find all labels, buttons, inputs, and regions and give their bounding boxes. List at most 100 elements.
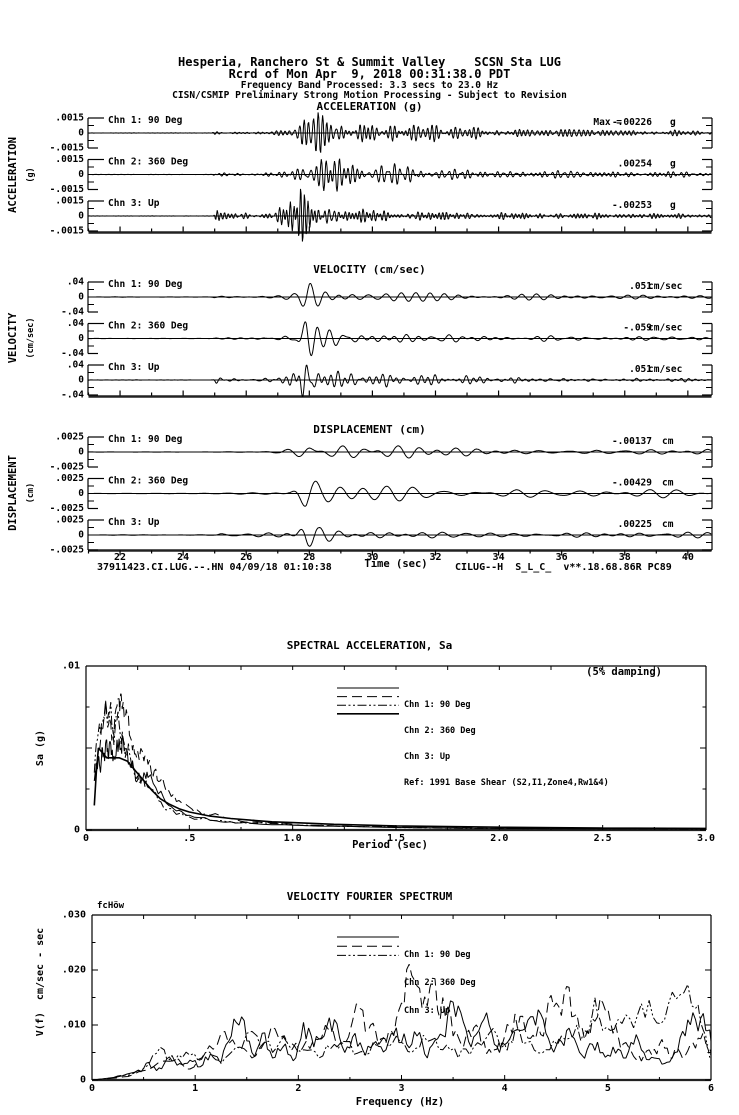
svg-text:-.00253: -.00253 <box>612 200 652 211</box>
svg-text:0: 0 <box>78 530 84 541</box>
svg-text:cm: cm <box>662 478 674 489</box>
svg-text:0: 0 <box>89 1083 95 1094</box>
svg-text:28: 28 <box>303 552 315 563</box>
svg-text:.04: .04 <box>67 277 84 288</box>
svg-text:.030: .030 <box>62 910 86 921</box>
sa-chart-title: SPECTRAL ACCELERATION, Sa <box>286 639 453 652</box>
svg-text:2: 2 <box>295 1083 301 1094</box>
svg-text:0: 0 <box>83 833 89 844</box>
sa-legend-ref: Ref: 1991 Base Shear (S2,I1,Zone4,Rw1&4) <box>404 777 609 788</box>
svg-text:g: g <box>670 200 676 211</box>
time-axis-label: Time (sec) <box>364 558 428 570</box>
svg-text:-.00137: -.00137 <box>612 436 652 447</box>
fourier-legend-chn2: Chn 2: 360 Deg <box>404 978 476 989</box>
svg-text:0: 0 <box>78 447 84 458</box>
sa-legend-chn1: Chn 1: 90 Deg <box>404 700 471 711</box>
fourier-corner-label: fcHöw <box>97 901 125 911</box>
svg-text:-.0015: -.0015 <box>50 143 85 154</box>
svg-text:-.04: -.04 <box>61 390 84 401</box>
displacement-title: DISPLACEMENT (cm) <box>313 423 426 436</box>
frequency-band-note: Frequency Band Processed: 3.3 secs to 23… <box>240 80 499 91</box>
svg-text:cm/sec: cm/sec <box>648 323 682 334</box>
svg-text:.5: .5 <box>183 833 195 844</box>
svg-text:.0025: .0025 <box>55 473 84 484</box>
svg-text:38: 38 <box>619 552 631 563</box>
svg-text:0: 0 <box>78 333 84 344</box>
sa-legend-chn2: Chn 2: 360 Deg <box>404 725 476 736</box>
velocity-title: VELOCITY (cm/sec) <box>313 263 426 276</box>
svg-text:.04: .04 <box>67 360 84 371</box>
svg-text:.051: .051 <box>629 364 652 375</box>
svg-text:1.5: 1.5 <box>387 833 405 844</box>
svg-text:.00225: .00225 <box>618 519 653 530</box>
processing-note: CISN/CSMIP Preliminary Strong Motion Pro… <box>172 90 567 101</box>
svg-text:.051: .051 <box>629 281 652 292</box>
version-footnote: CILUG--H S_L_C_ v**.18.68.86R PC89 <box>455 562 672 573</box>
damping-annotation: (5% damping) <box>586 666 662 678</box>
svg-text:Chn 3: Up: Chn 3: Up <box>108 362 160 373</box>
svg-text:cm/sec: cm/sec <box>648 281 682 292</box>
svg-text:1.0: 1.0 <box>284 833 302 844</box>
velocity-axis-unit: (cm/sec) <box>26 317 36 359</box>
svg-text:0: 0 <box>78 488 84 499</box>
acceleration-title: ACCELERATION (g) <box>316 100 423 113</box>
fourier-x-axis-label: Frequency (Hz) <box>355 1096 445 1108</box>
svg-text:-.0015: -.0015 <box>50 226 85 237</box>
svg-text:0: 0 <box>80 1075 86 1086</box>
svg-text:4: 4 <box>502 1083 508 1094</box>
svg-text:Chn 1: 90 Deg: Chn 1: 90 Deg <box>108 434 183 445</box>
svg-text:Max =: Max = <box>593 117 622 128</box>
svg-text:3.0: 3.0 <box>697 833 715 844</box>
fourier-legend-chn3: Chn 3: Up <box>404 1005 451 1016</box>
fourier-legend: Chn 1: 90 Deg Chn 2: 360 Deg Chn 3: Up <box>404 933 476 1034</box>
svg-text:Chn 1: 90 Deg: Chn 1: 90 Deg <box>108 115 183 126</box>
svg-text:-.0025: -.0025 <box>50 462 85 473</box>
svg-text:Chn 2: 360 Deg: Chn 2: 360 Deg <box>108 321 188 332</box>
fourier-chart-title: VELOCITY FOURIER SPECTRUM <box>286 890 453 903</box>
svg-text:-.0025: -.0025 <box>50 545 85 556</box>
svg-text:-.00429: -.00429 <box>612 478 652 489</box>
svg-text:g: g <box>670 117 676 128</box>
svg-text:24: 24 <box>177 552 189 563</box>
svg-text:cm: cm <box>662 436 674 447</box>
svg-text:0: 0 <box>78 292 84 303</box>
sa-y-axis-label: Sa (g) <box>35 729 46 767</box>
record-title: Hesperia, Ranchero St & Summit Valley SC… <box>178 55 561 69</box>
svg-text:cm/sec: cm/sec <box>648 364 682 375</box>
svg-text:Chn 1: 90 Deg: Chn 1: 90 Deg <box>108 279 183 290</box>
svg-text:0: 0 <box>78 211 84 222</box>
svg-text:36: 36 <box>556 552 568 563</box>
svg-text:.0025: .0025 <box>55 515 84 526</box>
svg-text:.0025: .0025 <box>55 432 84 443</box>
svg-text:30: 30 <box>366 552 378 563</box>
svg-text:g: g <box>670 159 676 170</box>
svg-text:cm: cm <box>662 519 674 530</box>
svg-text:1: 1 <box>192 1083 198 1094</box>
svg-text:26: 26 <box>240 552 252 563</box>
svg-text:22: 22 <box>114 552 126 563</box>
svg-text:.0015: .0015 <box>55 196 84 207</box>
svg-text:-.0015: -.0015 <box>50 184 85 195</box>
svg-text:Chn 3: Up: Chn 3: Up <box>108 517 160 528</box>
svg-text:Chn 2: 360 Deg: Chn 2: 360 Deg <box>108 476 188 487</box>
svg-text:2.0: 2.0 <box>490 833 508 844</box>
svg-text:3: 3 <box>398 1083 404 1094</box>
fourier-legend-chn1: Chn 1: 90 Deg <box>404 950 471 961</box>
svg-text:0: 0 <box>78 169 84 180</box>
svg-text:0: 0 <box>78 375 84 386</box>
svg-text:-.0025: -.0025 <box>50 503 85 514</box>
sa-x-axis-label: Period (sec) <box>352 839 428 851</box>
svg-text:.010: .010 <box>62 1020 86 1031</box>
svg-text:Chn 3: Up: Chn 3: Up <box>108 198 160 209</box>
acceleration-axis-unit: (g) <box>26 167 36 183</box>
fourier-y-axis-label: V(f) cm/sec - sec <box>35 927 46 1037</box>
svg-text:.0015: .0015 <box>55 154 84 165</box>
svg-text:-.059: -.059 <box>623 323 652 334</box>
svg-text:6: 6 <box>708 1083 714 1094</box>
svg-text:-.04: -.04 <box>61 348 84 359</box>
svg-text:-.04: -.04 <box>61 307 84 318</box>
acceleration-axis-label: ACCELERATION <box>7 137 19 213</box>
displacement-axis-label: DISPLACEMENT <box>7 455 19 531</box>
